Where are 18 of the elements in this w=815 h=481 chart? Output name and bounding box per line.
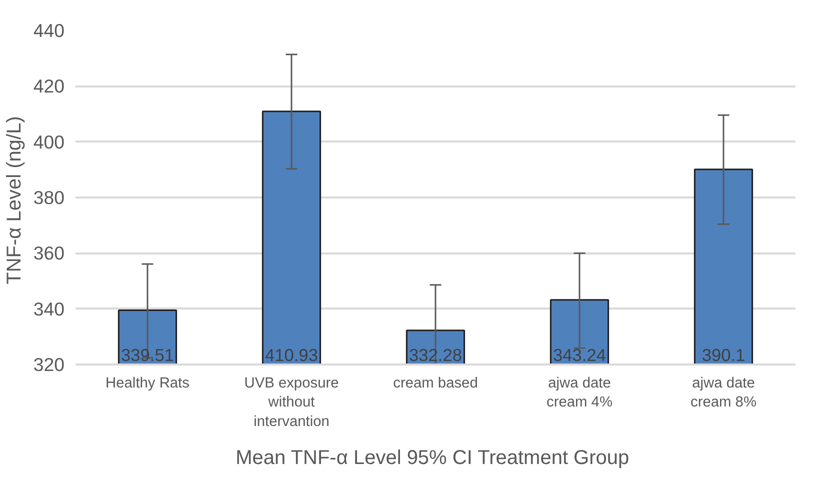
data-label: 339.51: [121, 345, 174, 366]
y-axis-title: TNF-α Level (ng/L): [3, 116, 26, 284]
x-tick-label: ajwa date cream 8%: [690, 376, 756, 411]
x-tick-label: cream based: [393, 376, 478, 392]
x-tick-label: ajwa date cream 4%: [546, 376, 612, 411]
x-tick-label: UVB exposure without intervantion: [244, 376, 339, 430]
y-tick-label: 420: [33, 76, 65, 97]
data-label: 410.93: [265, 345, 318, 366]
y-tick-label: 340: [33, 298, 65, 320]
y-tick-label: 360: [33, 242, 65, 264]
data-label: 390.1: [702, 345, 746, 366]
x-tick-label: Healthy Rats: [106, 376, 190, 392]
y-tick-label: 380: [33, 187, 65, 208]
y-tick-label: 400: [33, 131, 65, 152]
y-tick-label: 320: [33, 354, 65, 375]
x-axis-title: Mean TNF-α Level 95% CI Treatment Group: [236, 446, 630, 469]
y-tick-label: 440: [33, 20, 65, 41]
data-label: 343.24: [553, 345, 606, 366]
